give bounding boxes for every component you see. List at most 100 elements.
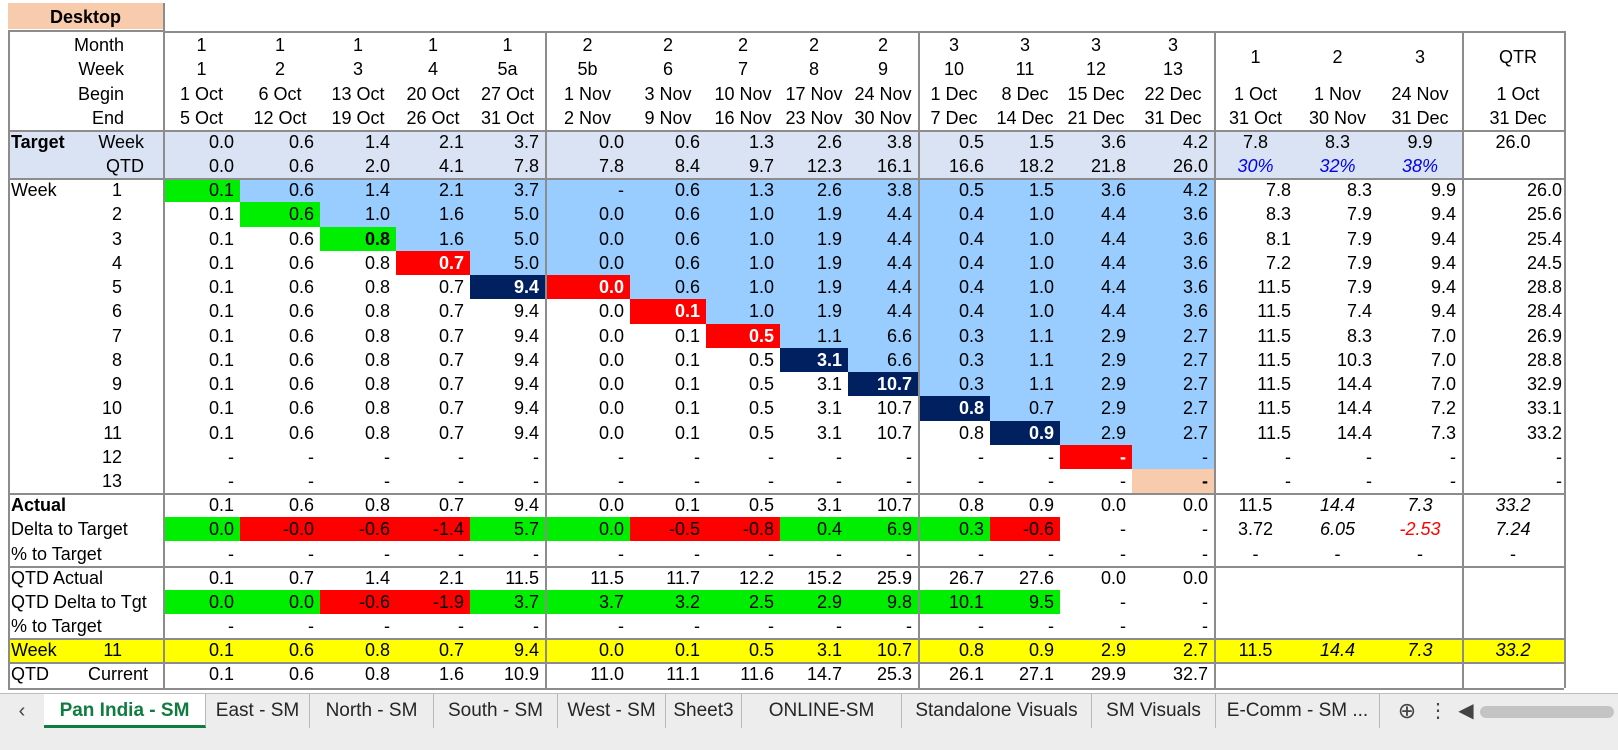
actual-month-cell[interactable]: 7.3: [1407, 495, 1433, 515]
forecast-cell[interactable]: 0.1: [208, 325, 234, 346]
forecast-cell[interactable]: 3.1: [816, 374, 842, 394]
spreadsheet-grid[interactable]: Desktop Month Week Begin End 1 1 1 Oct 5 Oct 1 2 6 …: [0, 0, 1618, 715]
forecast-week-number[interactable]: 13: [101, 471, 122, 491]
forecast-cell[interactable]: -: [768, 471, 774, 491]
forecast-cell[interactable]: 1.5: [1028, 180, 1054, 200]
header-begin-cell[interactable]: 15 Dec: [1067, 84, 1125, 104]
header-month-cell[interactable]: 2: [808, 35, 819, 55]
current-week-cell[interactable]: 0.9: [1028, 640, 1054, 660]
qtd-actual-cell[interactable]: 25.9: [876, 568, 912, 588]
forecast-cell[interactable]: -: [384, 446, 390, 467]
qtd-current-cell[interactable]: 11.6: [740, 664, 774, 684]
header-begin-cell[interactable]: 8 Dec: [1001, 84, 1049, 104]
actual-cell[interactable]: 3.1: [816, 495, 842, 515]
forecast-cell[interactable]: 0.7: [438, 277, 464, 297]
target-qtd-cell[interactable]: 2.0: [364, 156, 390, 176]
forecast-month-cell[interactable]: 10.3: [1336, 349, 1372, 370]
forecast-qtr-cell[interactable]: 26.9: [1526, 325, 1562, 346]
target-week-cell[interactable]: 1.3: [748, 132, 774, 152]
qtd-actual-cell[interactable]: 11.5: [590, 568, 624, 588]
qtd-current-cell[interactable]: 0.1: [208, 664, 234, 684]
forecast-cell[interactable]: -: [978, 446, 984, 467]
header-month-cell[interactable]: 3: [1019, 35, 1030, 55]
header-end-cell[interactable]: 14 Dec: [996, 108, 1054, 128]
current-week-month-cell[interactable]: 7.3: [1407, 640, 1433, 660]
pct-cell[interactable]: -: [1048, 544, 1054, 564]
pct-cell[interactable]: -: [1202, 544, 1208, 564]
current-week-cell[interactable]: 0.5: [748, 640, 774, 660]
current-week-number[interactable]: 11: [103, 640, 122, 660]
forecast-month-cell[interactable]: 9.4: [1430, 301, 1456, 322]
qtd-current-cell[interactable]: 29.9: [1090, 664, 1126, 684]
target-week-cell[interactable]: 3.6: [1100, 132, 1126, 152]
header-month-cell[interactable]: 1: [427, 35, 438, 55]
forecast-cell[interactable]: 2.9: [1100, 398, 1126, 419]
forecast-month-cell[interactable]: -: [1450, 446, 1456, 467]
actual-cell[interactable]: 0.5: [748, 495, 774, 515]
forecast-cell[interactable]: 4.4: [1100, 204, 1126, 225]
actual-cell[interactable]: 0.8: [364, 495, 390, 515]
horizontal-scrollbar[interactable]: [1480, 706, 1614, 718]
forecast-week-number[interactable]: 3: [111, 228, 122, 249]
forecast-week-number[interactable]: 5: [111, 277, 122, 297]
actual-month-cell[interactable]: 14.4: [1319, 495, 1356, 515]
forecast-cell[interactable]: 3.6: [1182, 277, 1208, 297]
forecast-cell[interactable]: 4.4: [886, 252, 912, 273]
forecast-cell[interactable]: 0.1: [674, 422, 700, 443]
actual-label[interactable]: Actual: [11, 495, 67, 515]
pct-cell[interactable]: -: [384, 544, 390, 564]
forecast-cell[interactable]: 0.5: [748, 325, 774, 346]
forecast-cell[interactable]: -: [1048, 471, 1054, 491]
qtd-actual-cell[interactable]: 0.7: [288, 568, 314, 588]
header-week-cell[interactable]: 5a: [497, 59, 518, 79]
qtd-pct-label[interactable]: % to Target: [11, 616, 102, 636]
qtd-current-cell[interactable]: 10.9: [503, 664, 539, 684]
forecast-cell[interactable]: 0.1: [674, 301, 700, 322]
pct-cell[interactable]: -: [458, 544, 464, 564]
actual-month-cell[interactable]: 11.5: [1238, 495, 1273, 515]
forecast-cell[interactable]: 2.6: [816, 180, 842, 200]
header-month-cell[interactable]: 3: [1167, 35, 1178, 55]
qtd-delta-cell[interactable]: -0.6: [358, 592, 390, 612]
header-begin-cell[interactable]: 10 Nov: [714, 84, 772, 104]
forecast-cell[interactable]: 1.0: [1028, 277, 1054, 297]
forecast-month-cell[interactable]: 14.4: [1336, 374, 1372, 394]
qtd-actual-cell[interactable]: 1.4: [364, 568, 390, 588]
forecast-cell[interactable]: -: [1202, 471, 1208, 491]
forecast-cell[interactable]: 1.0: [748, 277, 774, 297]
forecast-cell[interactable]: -: [533, 446, 539, 467]
forecast-cell[interactable]: 0.9: [1028, 422, 1054, 443]
forecast-cell[interactable]: 0.6: [674, 180, 700, 200]
forecast-cell[interactable]: 10.7: [876, 374, 912, 394]
forecast-month-cell[interactable]: 7.9: [1346, 228, 1372, 249]
forecast-month-cell[interactable]: 11.5: [1257, 374, 1291, 394]
forecast-cell[interactable]: 1.9: [816, 204, 842, 225]
forecast-cell[interactable]: 2.1: [438, 180, 464, 200]
header-begin-cell[interactable]: 6 Oct: [258, 84, 302, 104]
sheet-title[interactable]: Desktop: [49, 7, 121, 27]
forecast-cell[interactable]: 0.7: [438, 422, 464, 443]
qtd-current-cell[interactable]: 11.0: [590, 664, 624, 684]
qtd-pct-cell[interactable]: -: [458, 616, 464, 636]
sheet-tab[interactable]: West - SM: [558, 694, 666, 728]
forecast-cell[interactable]: 1.0: [748, 252, 774, 273]
qtd-current-cell[interactable]: 14.7: [806, 664, 842, 684]
forecast-cell[interactable]: 6.6: [886, 349, 912, 370]
forecast-cell[interactable]: 0.1: [208, 374, 234, 394]
forecast-cell[interactable]: 6.6: [886, 325, 912, 346]
qtd-current-cell[interactable]: 32.7: [1172, 664, 1208, 684]
forecast-cell[interactable]: 0.8: [364, 228, 390, 249]
add-sheet-icon[interactable]: ⊕: [1397, 698, 1417, 723]
forecast-cell[interactable]: 9.4: [513, 422, 539, 443]
qtd-delta-cell[interactable]: 9.5: [1028, 592, 1054, 612]
qtd-actual-cell[interactable]: 0.1: [208, 568, 234, 588]
forecast-cell[interactable]: 4.4: [886, 301, 912, 322]
forecast-cell[interactable]: 0.8: [364, 301, 390, 322]
current-week-cell[interactable]: 0.8: [364, 640, 390, 660]
target-week-cell[interactable]: 0.6: [288, 132, 314, 152]
forecast-cell[interactable]: 0.0: [598, 325, 624, 346]
forecast-cell[interactable]: 0.6: [288, 204, 314, 225]
forecast-month-cell[interactable]: 11.5: [1257, 277, 1291, 297]
target-week-cell[interactable]: 0.0: [208, 132, 234, 152]
forecast-cell[interactable]: 0.1: [208, 277, 234, 297]
